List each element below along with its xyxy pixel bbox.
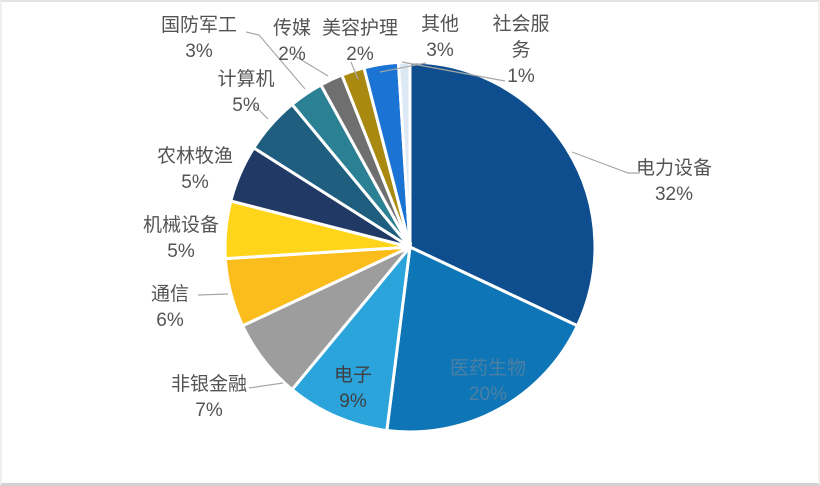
label-pct: 3% bbox=[426, 40, 454, 61]
label-text: 非银金融 bbox=[170, 374, 247, 395]
pie-slice-0 bbox=[408, 60, 597, 328]
label-text: 医药生物 bbox=[449, 358, 526, 379]
label-pct: 2% bbox=[278, 44, 306, 65]
leader-line bbox=[253, 104, 269, 120]
leader-line bbox=[401, 61, 506, 82]
leader-line bbox=[294, 55, 329, 77]
label-beauty-care: 美容护理 2% bbox=[300, 16, 420, 68]
leader-line bbox=[350, 61, 359, 80]
label-text: 机械设备 bbox=[142, 215, 219, 236]
label-text: 传媒 bbox=[272, 18, 311, 39]
label-text: 计算机 bbox=[217, 69, 275, 90]
label-machinery: 机械设备 5% bbox=[121, 213, 241, 265]
label-pct: 1% bbox=[507, 66, 535, 87]
label-power-equipment: 电力设备 32% bbox=[614, 156, 734, 208]
label-pharma-bio: 医药生物 20% bbox=[428, 356, 548, 408]
label-computer: 计算机 5% bbox=[186, 67, 306, 119]
label-social-services: 社会服务 1% bbox=[488, 12, 554, 90]
leader-line bbox=[197, 293, 229, 296]
leader-line bbox=[245, 31, 306, 90]
label-pct: 2% bbox=[346, 44, 374, 65]
pie-slice-2 bbox=[289, 242, 413, 433]
leader-line bbox=[379, 62, 427, 73]
pie-slice-1 bbox=[385, 244, 580, 434]
label-pct: 20% bbox=[468, 384, 508, 405]
label-text: 美容护理 bbox=[321, 18, 398, 39]
label-text: 电力设备 bbox=[635, 158, 712, 179]
leader-line bbox=[248, 382, 284, 389]
label-telecom: 通信 6% bbox=[120, 282, 220, 334]
label-non-bank-finance: 非银金融 7% bbox=[149, 372, 269, 424]
label-defense: 国防军工 3% bbox=[139, 13, 259, 65]
label-text: 农林牧渔 bbox=[156, 146, 233, 167]
label-text: 电子 bbox=[333, 365, 372, 386]
label-electronics: 电子 9% bbox=[303, 363, 403, 415]
label-text: 社会服务 bbox=[492, 14, 550, 61]
label-pct: 7% bbox=[195, 400, 223, 421]
label-pct: 6% bbox=[156, 310, 184, 331]
label-text: 国防军工 bbox=[160, 15, 237, 36]
label-agriculture: 农林牧渔 5% bbox=[135, 144, 255, 196]
label-pct: 32% bbox=[654, 184, 694, 205]
label-text: 通信 bbox=[150, 284, 189, 305]
label-text: 其他 bbox=[420, 14, 459, 35]
label-pct: 5% bbox=[181, 172, 209, 193]
label-pct: 5% bbox=[232, 95, 260, 116]
leader-line bbox=[571, 151, 640, 174]
label-media: 传媒 2% bbox=[252, 16, 332, 68]
label-pct: 5% bbox=[167, 241, 195, 262]
label-others: 其他 3% bbox=[400, 12, 480, 64]
label-pct: 9% bbox=[339, 391, 367, 412]
label-pct: 3% bbox=[185, 41, 213, 62]
